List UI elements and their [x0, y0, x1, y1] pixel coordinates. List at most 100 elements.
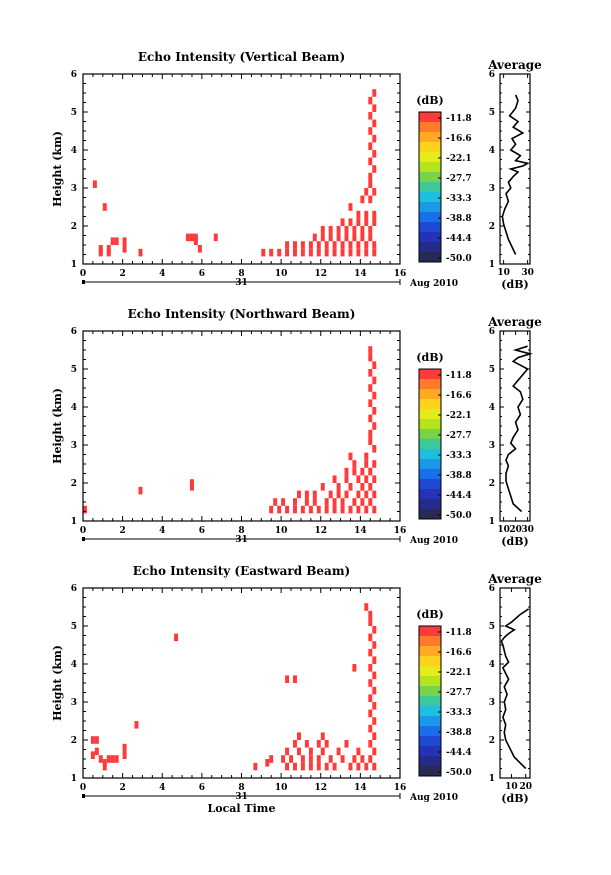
average-unit: (dB): [501, 792, 528, 805]
echo-cell: [308, 755, 313, 763]
echo-cell: [372, 717, 377, 725]
x-tick-label: 14: [354, 526, 367, 536]
echo-cell: [174, 633, 179, 642]
average-y-tick-label: 3: [489, 184, 495, 194]
average-x-tick-label: 30: [521, 268, 534, 278]
average-y-tick-label: 6: [489, 327, 495, 337]
echo-cell: [344, 226, 349, 234]
colorbar-segment: [419, 726, 441, 737]
echo-cell: [364, 460, 369, 468]
x-tick-label: 10: [275, 269, 288, 279]
x-tick-label: 12: [314, 526, 327, 536]
echo-cell: [324, 740, 329, 748]
echo-cell: [197, 245, 202, 253]
colorbar-label: -38.8: [446, 214, 472, 224]
average-y-tick-label: 3: [489, 441, 495, 451]
echo-cell: [368, 664, 373, 672]
echo-cell: [356, 210, 361, 219]
echo-cell: [368, 142, 373, 150]
echo-cell: [304, 490, 309, 499]
colorbar-label: -11.8: [446, 371, 472, 381]
echo-cell: [372, 747, 377, 756]
x-tick-label: 12: [314, 269, 327, 279]
average-y-tick-label: 4: [489, 403, 495, 413]
echo-cell: [372, 641, 377, 649]
x-tick-label: 2: [119, 783, 125, 793]
echo-cell: [110, 755, 115, 763]
average-frame: [499, 587, 531, 779]
x-tick-label: 14: [354, 269, 367, 279]
echo-cell: [356, 475, 361, 483]
echo-cell: [328, 233, 333, 242]
echo-cell: [348, 762, 353, 771]
colorbar-segment: [419, 636, 441, 647]
average-x-tick-label: 10: [497, 525, 510, 535]
echo-cell: [368, 633, 373, 642]
colorbar-label: -16.6: [446, 648, 472, 658]
echo-cell: [336, 483, 341, 491]
echo-cell: [356, 762, 361, 771]
x-tick-label: 0: [80, 783, 86, 793]
echo-cell: [114, 755, 119, 763]
average-x-tick-label: 20: [519, 782, 532, 792]
echo-cell: [312, 498, 317, 506]
echo-cell: [364, 218, 369, 226]
y-tick-label: 4: [71, 146, 77, 156]
colorbar-label: -22.1: [446, 411, 472, 421]
colorbar-label: -44.4: [446, 491, 472, 501]
echo-cell: [360, 755, 365, 763]
echo-cell: [348, 452, 353, 461]
plot-title: Echo Intensity (Eastward Beam): [133, 564, 350, 578]
echo-cell: [368, 399, 373, 407]
colorbar-frame: [418, 368, 442, 520]
echo-cell: [368, 498, 373, 506]
echo-cell: [352, 664, 357, 672]
echo-cell: [332, 498, 337, 506]
echo-cell: [293, 740, 297, 748]
average-title: Average: [487, 315, 542, 329]
y-tick-label: 3: [71, 441, 77, 451]
echo-cell: [368, 618, 373, 626]
colorbar-segment: [419, 736, 441, 747]
echo-cell: [360, 483, 365, 491]
echo-cell: [348, 505, 353, 514]
colorbar-segment: [419, 132, 441, 143]
colorbar-label: -38.8: [446, 728, 472, 738]
echo-cell: [340, 755, 345, 763]
average-unit: (dB): [501, 535, 528, 548]
echo-cell: [368, 648, 373, 657]
echo-cell: [300, 755, 305, 763]
x-tick-label: 16: [394, 269, 407, 279]
echo-cell: [328, 226, 333, 234]
colorbar-unit: (dB): [416, 351, 443, 364]
echo-cell: [372, 89, 377, 97]
echo-cell: [308, 241, 313, 249]
echo-cell: [312, 233, 317, 242]
echo-cell: [332, 241, 337, 249]
echo-cell: [372, 671, 377, 680]
colorbar-label: -33.3: [446, 194, 472, 204]
colorbar-segment: [419, 182, 441, 193]
echo-cell: [340, 248, 345, 257]
date-bar-marker: [82, 537, 85, 541]
echo-cell: [320, 747, 325, 756]
colorbar-label: -16.6: [446, 391, 472, 401]
echo-cell: [364, 490, 369, 499]
colorbar-segment: [419, 222, 441, 233]
echo-cell: [269, 248, 274, 257]
echo-cell: [368, 195, 373, 204]
echo-cell: [285, 747, 290, 756]
echo-cell: [304, 740, 309, 748]
y-tick-label: 4: [71, 403, 77, 413]
colorbar-segment: [419, 646, 441, 657]
colorbar-label: -27.7: [446, 688, 472, 698]
colorbar-segment: [419, 212, 441, 223]
x-tick-label: 16: [394, 526, 407, 536]
echo-cell: [324, 505, 329, 514]
echo-cell: [364, 475, 369, 483]
echo-cell: [372, 241, 377, 249]
colorbar-segment: [419, 459, 441, 470]
average-profile-line: [500, 608, 530, 770]
colorbar-label: -16.6: [446, 134, 472, 144]
colorbar-label: -50.0: [446, 768, 472, 778]
